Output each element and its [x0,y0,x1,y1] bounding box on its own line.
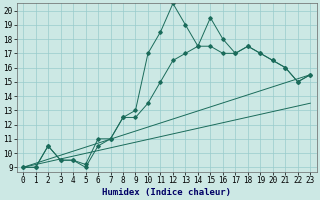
X-axis label: Humidex (Indice chaleur): Humidex (Indice chaleur) [102,188,231,197]
